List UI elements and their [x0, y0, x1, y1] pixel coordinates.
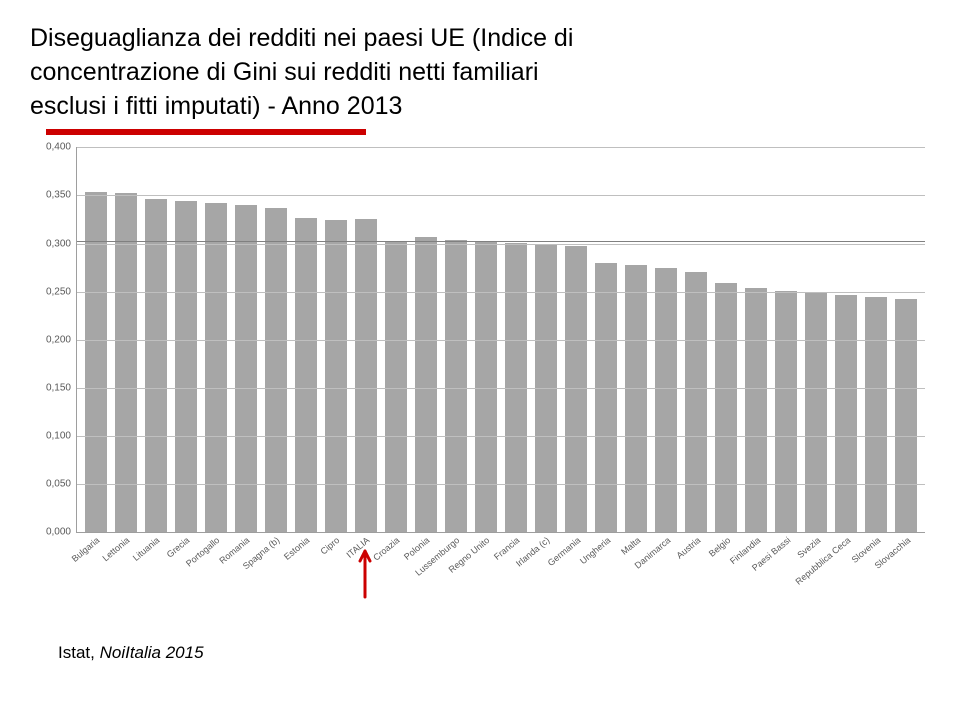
x-label-slot: Polonia [410, 533, 440, 613]
x-axis-labels: BulgariaLettoniaLituaniaGreciaPortogallo… [76, 533, 925, 613]
bar [835, 295, 858, 532]
y-axis-tick-label: 0,000 [46, 527, 71, 538]
x-label-slot: Repubblica Ceca [831, 533, 861, 613]
x-axis-tick-label: Malta [619, 535, 642, 557]
bar [445, 240, 468, 533]
y-axis-tick-label: 0,100 [46, 431, 71, 442]
page: Diseguaglianza dei redditi nei paesi UE … [0, 0, 959, 717]
bar [325, 220, 348, 532]
y-axis-tick-label: 0,200 [46, 334, 71, 345]
plot-area: 0,0000,0500,1000,1500,2000,2500,3000,350… [76, 147, 925, 533]
chart: 0,000 0,050 0,100 0,150 0,200 0,250 0,300 0,350… [30, 143, 929, 613]
source-prefix: Istat, [58, 643, 95, 662]
bar [175, 201, 198, 532]
bar [805, 293, 828, 533]
bar [685, 272, 708, 532]
bar [295, 218, 318, 532]
x-label-slot: Portogallo [200, 533, 230, 613]
x-label-slot: Croazia [380, 533, 410, 613]
y-axis-tick-label: 0,250 [46, 286, 71, 297]
grid-line [77, 195, 925, 196]
bar [565, 246, 588, 532]
bar [415, 237, 438, 532]
grid-line [77, 147, 925, 148]
y-axis-tick-label: 0,350 [46, 190, 71, 201]
reference-line [77, 241, 925, 242]
grid-line [77, 244, 925, 245]
x-label-slot: Spagna (b) [260, 533, 290, 613]
y-axis-tick-label: 0,400 [46, 142, 71, 153]
bar [655, 268, 678, 533]
x-label-slot: Slovenia [861, 533, 891, 613]
y-axis-tick-label: 0,300 [46, 238, 71, 249]
grid-line [77, 292, 925, 293]
x-label-slot: Estonia [290, 533, 320, 613]
x-label-slot: Ungheria [591, 533, 621, 613]
x-label-slot: Romania [230, 533, 260, 613]
source-label: Istat, NoiItalia 2015 [58, 643, 929, 663]
x-label-slot: Bulgaria [80, 533, 110, 613]
chart-title: Diseguaglianza dei redditi nei paesi UE … [30, 22, 929, 123]
grid-line [77, 484, 925, 485]
x-label-slot: Slovacchia [891, 533, 921, 613]
grid-line [77, 436, 925, 437]
bar [595, 263, 618, 533]
bar [205, 203, 228, 532]
x-label-slot: Danimarca [651, 533, 681, 613]
x-label-slot: Lettonia [110, 533, 140, 613]
grid-line [77, 340, 925, 341]
x-label-slot: Cipro [320, 533, 350, 613]
x-label-slot: Lussemburgo [440, 533, 470, 613]
title-line-2: concentrazione di Gini sui redditi netti… [30, 58, 539, 86]
bar [625, 265, 648, 533]
title-line-1: Diseguaglianza dei redditi nei paesi UE … [30, 24, 573, 52]
x-label-slot: ITALIA [350, 533, 380, 613]
title-underline [46, 129, 366, 135]
bar [865, 297, 888, 532]
source-name: NoiItalia 2015 [95, 643, 204, 662]
bar [775, 291, 798, 533]
x-label-slot: Irlanda (c) [530, 533, 560, 613]
x-axis-tick-label: Bulgaria [70, 535, 102, 564]
x-label-slot: Francia [500, 533, 530, 613]
x-label-slot: Belgio [711, 533, 741, 613]
bar [715, 283, 738, 532]
y-axis-tick-label: 0,150 [46, 382, 71, 393]
y-axis-tick-label: 0,050 [46, 479, 71, 490]
bar [145, 199, 168, 532]
x-label-slot: Paesi Bassi [771, 533, 801, 613]
x-label-slot: Regno Unito [470, 533, 500, 613]
x-label-slot: Grecia [170, 533, 200, 613]
x-label-slot: Austria [681, 533, 711, 613]
x-axis-tick-label: Belgio [706, 535, 732, 559]
grid-line [77, 388, 925, 389]
bar [895, 299, 918, 532]
x-label-slot: Germania [561, 533, 591, 613]
x-label-slot: Lituania [140, 533, 170, 613]
x-label-slot: Malta [621, 533, 651, 613]
x-axis-tick-label: Cipro [319, 535, 342, 556]
title-line-3: esclusi i fitti imputati) - Anno 2013 [30, 92, 402, 120]
bar [745, 288, 768, 532]
bar [355, 219, 378, 532]
